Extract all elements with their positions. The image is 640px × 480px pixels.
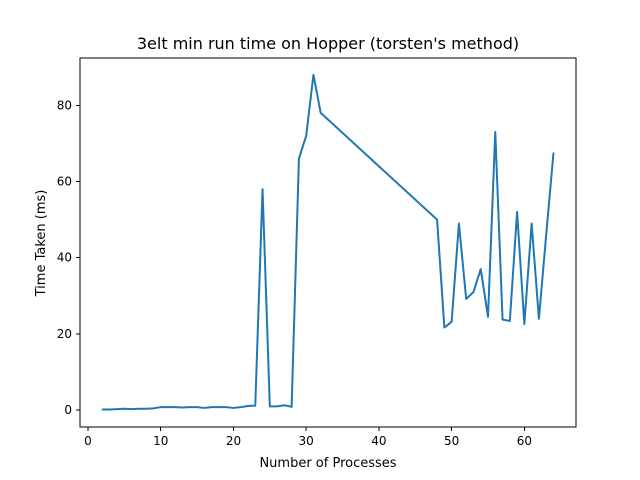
x-tick-label: 10 (153, 434, 168, 448)
x-axis-label: Number of Processes (259, 456, 396, 471)
x-tick-label: 40 (371, 434, 386, 448)
plot-frame (79, 57, 577, 428)
series-layer (101, 73, 555, 411)
chart-title: 3elt min run time on Hopper (torsten's m… (137, 34, 519, 53)
axes-layer: 0 10 20 30 40 50 60 0 20 40 60 80 (57, 57, 577, 448)
x-tick-label: 20 (226, 434, 241, 448)
x-tick-label: 0 (84, 434, 92, 448)
y-tick-label: 20 (57, 327, 72, 341)
y-axis-label: Time Taken (ms) (34, 190, 49, 298)
x-tick-label: 50 (444, 434, 459, 448)
x-tick-label: 60 (517, 434, 532, 448)
y-tick-label: 80 (57, 98, 72, 112)
series-line-0 (101, 73, 555, 411)
y-tick-label: 0 (64, 403, 72, 417)
y-tick-label: 40 (57, 251, 72, 265)
x-tick-label: 30 (299, 434, 314, 448)
y-tick-label: 60 (57, 175, 72, 189)
